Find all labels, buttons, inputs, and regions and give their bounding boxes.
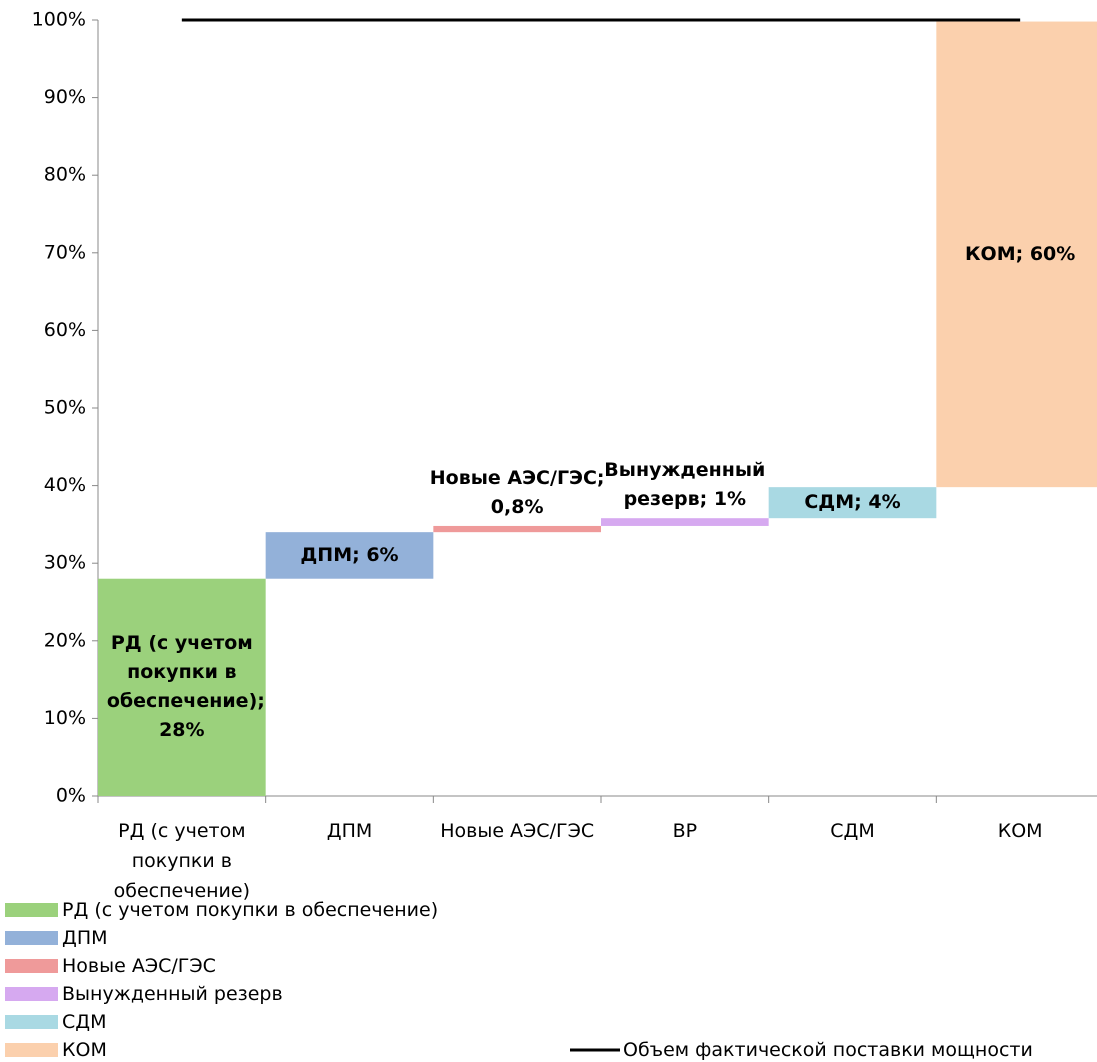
x-tick-label: РД (с учетом покупки в обеспечение) xyxy=(113,820,251,902)
y-tick-label: 40% xyxy=(44,474,86,496)
legend-swatch xyxy=(5,1043,58,1057)
y-tick-label: 30% xyxy=(44,552,86,574)
data-label: СДМ; 4% xyxy=(804,491,901,514)
bar xyxy=(98,578,266,796)
y-tick-label: 100% xyxy=(32,9,86,31)
bar xyxy=(601,518,769,526)
bar xyxy=(433,525,601,533)
legend-label: РД (с учетом покупки в обеспечение) xyxy=(62,899,439,921)
legend-swatch xyxy=(5,987,58,1001)
legend-swatch xyxy=(5,959,58,973)
bar xyxy=(768,487,937,519)
legend-label: Объем фактической поставки мощности xyxy=(623,1039,1033,1061)
legend-label: СДМ xyxy=(62,1011,107,1033)
y-tick-label: 0% xyxy=(56,785,86,807)
legend-label: ДПМ xyxy=(62,927,108,949)
legend-label: Новые АЭС/ГЭС xyxy=(62,955,216,977)
x-tick-label: ВР xyxy=(672,820,698,842)
x-tick-label: ДПМ xyxy=(326,820,373,842)
y-tick-label: 20% xyxy=(44,629,86,651)
bar xyxy=(265,532,434,579)
legend-label: Вынужденный резерв xyxy=(62,983,283,1005)
data-label: ДПМ; 6% xyxy=(300,543,399,566)
bar xyxy=(936,21,1097,488)
legend-swatch xyxy=(5,931,58,945)
y-tick-label: 90% xyxy=(44,86,86,108)
y-tick-label: 80% xyxy=(44,164,86,186)
data-label: Вынужденный резерв; 1% xyxy=(604,459,766,511)
data-label: КОМ; 60% xyxy=(965,242,1076,265)
x-tick-label: Новые АЭС/ГЭС xyxy=(440,820,595,842)
y-tick-label: 70% xyxy=(44,241,86,263)
legend-swatch xyxy=(5,903,58,917)
data-label: РД (с учетом покупки в обеспечение); 28% xyxy=(106,632,265,742)
y-tick-label: 10% xyxy=(44,707,86,729)
x-tick-label: СДМ xyxy=(830,820,875,842)
y-tick-label: 60% xyxy=(44,319,86,341)
data-label: Новые АЭС/ГЭС; 0,8% xyxy=(429,466,605,518)
x-tick-label: КОМ xyxy=(997,820,1043,842)
legend-swatch xyxy=(5,1015,58,1029)
legend-label: КОМ xyxy=(62,1039,107,1061)
y-tick-label: 50% xyxy=(44,397,86,419)
